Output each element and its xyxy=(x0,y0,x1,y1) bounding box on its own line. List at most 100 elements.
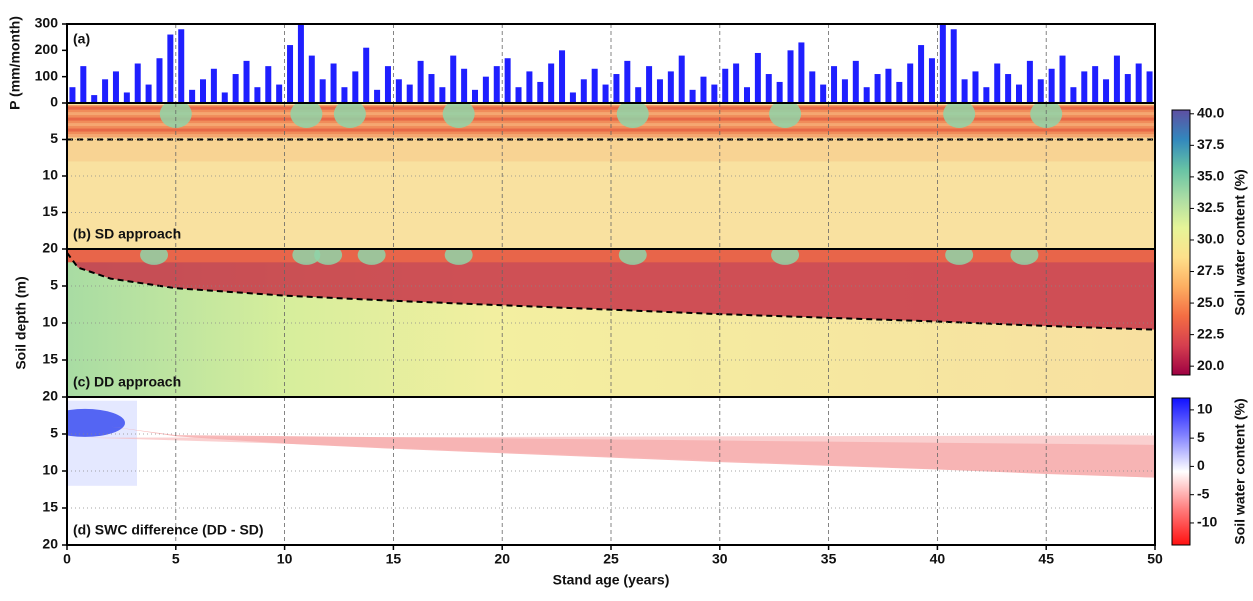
panel-title: (c) DD approach xyxy=(73,374,181,390)
x-tick-label: 5 xyxy=(172,551,180,567)
colorbar xyxy=(1171,109,1191,376)
precip-bar xyxy=(1092,66,1099,103)
colorbar-tick-label: 0 xyxy=(1197,457,1205,473)
field xyxy=(314,249,343,265)
precip-bar xyxy=(254,87,261,103)
precip-bar xyxy=(983,87,990,103)
precip-bar xyxy=(950,29,957,103)
colorbar-tick-label: 27.5 xyxy=(1197,262,1224,278)
precip-bar xyxy=(210,68,217,103)
precip-bar xyxy=(885,68,892,103)
precip-bar xyxy=(744,87,750,103)
precip-bar xyxy=(863,87,870,103)
precip-bar xyxy=(515,87,522,103)
precip-bar xyxy=(319,79,326,103)
precip-bar xyxy=(232,74,239,103)
field xyxy=(1010,249,1039,265)
precip-bar xyxy=(896,81,903,103)
field xyxy=(159,103,192,128)
y-tick-label: 200 xyxy=(35,41,59,57)
x-tick-label: 45 xyxy=(1038,551,1054,567)
y-tick-label: 20 xyxy=(42,240,58,256)
field xyxy=(618,249,647,265)
field xyxy=(771,249,800,265)
precip-bar xyxy=(243,60,250,103)
field xyxy=(67,134,1155,138)
precip-bar xyxy=(395,79,402,103)
heatmaps xyxy=(67,103,1155,545)
precip-bar xyxy=(569,92,576,103)
colorbar-tick-label: 22.5 xyxy=(1197,325,1224,341)
y-tick-label: 5 xyxy=(50,425,58,441)
colorbar-tick-label: 10 xyxy=(1197,401,1213,417)
field xyxy=(945,249,974,265)
precip-bar xyxy=(548,63,555,103)
colorbar-tick-label: 37.5 xyxy=(1197,136,1224,152)
precip-bar xyxy=(134,63,141,103)
precip-bar xyxy=(178,29,185,103)
precip-bar xyxy=(972,71,979,103)
precip-bar xyxy=(123,92,130,103)
colorbar-tick-label: 35.0 xyxy=(1197,168,1224,184)
field xyxy=(357,249,386,265)
precip-bar xyxy=(787,50,794,103)
precip-bar xyxy=(200,79,206,103)
precip-bar xyxy=(1016,84,1022,103)
precip-bar xyxy=(624,60,631,103)
precip-bar xyxy=(80,66,87,103)
x-axis-title: Stand age (years) xyxy=(553,572,670,588)
colorbar-tick-label: -10 xyxy=(1197,514,1217,530)
y-tick-label: 300 xyxy=(35,15,59,31)
precip-bar xyxy=(102,79,109,103)
precip-bar xyxy=(1070,87,1077,103)
precip-bar xyxy=(417,60,424,103)
precip-bar xyxy=(308,55,315,103)
precip-bar xyxy=(907,63,914,103)
precip-bar xyxy=(482,76,489,103)
precip-bar xyxy=(841,79,848,103)
precip-bar xyxy=(635,87,642,103)
x-tick-label: 50 xyxy=(1147,551,1163,567)
precip-bar xyxy=(265,66,272,103)
precip-bar xyxy=(831,66,838,103)
precip-bar xyxy=(776,81,783,103)
precip-bar xyxy=(69,87,76,103)
precip-bar xyxy=(852,60,859,103)
precip-bar xyxy=(994,63,1001,103)
precip-bar xyxy=(961,79,968,103)
precip-bar xyxy=(1081,71,1088,103)
field xyxy=(67,128,1155,132)
field xyxy=(444,249,473,265)
precip-bar xyxy=(1059,55,1066,103)
precip-bar xyxy=(918,45,925,103)
field xyxy=(1030,103,1063,128)
x-tick-label: 10 xyxy=(277,551,293,567)
heatmap xyxy=(67,249,1155,397)
y-tick-label: 20 xyxy=(42,536,58,552)
precip-bar xyxy=(1135,63,1142,103)
precip-bar xyxy=(798,42,805,103)
precip-bar xyxy=(765,74,772,103)
precip-bar xyxy=(330,63,337,103)
y-tick-label: 10 xyxy=(42,462,58,478)
colorbar-tick-label: 25.0 xyxy=(1197,294,1224,310)
precip-bar xyxy=(1124,74,1131,103)
x-tick-label: 25 xyxy=(603,551,619,567)
precip-bar xyxy=(537,81,544,103)
field xyxy=(292,249,321,265)
precip-bar xyxy=(189,89,196,103)
precip-bar xyxy=(689,89,696,103)
y-tick-label: 5 xyxy=(50,277,58,293)
precip-bar xyxy=(754,52,761,103)
precip-bar xyxy=(145,84,152,103)
colorbar-tick-label: 30.0 xyxy=(1197,231,1224,247)
colorbar-tick-label: 40.0 xyxy=(1197,104,1224,120)
y-tick-label: 10 xyxy=(42,167,58,183)
y-tick-label: 15 xyxy=(42,351,58,367)
precip-bar xyxy=(591,68,598,103)
panel-title: (a) xyxy=(73,31,90,47)
colorbar-tick-label: 5 xyxy=(1197,429,1205,445)
y-tick-label: 15 xyxy=(42,499,58,515)
y-tick-label: 10 xyxy=(42,314,58,330)
